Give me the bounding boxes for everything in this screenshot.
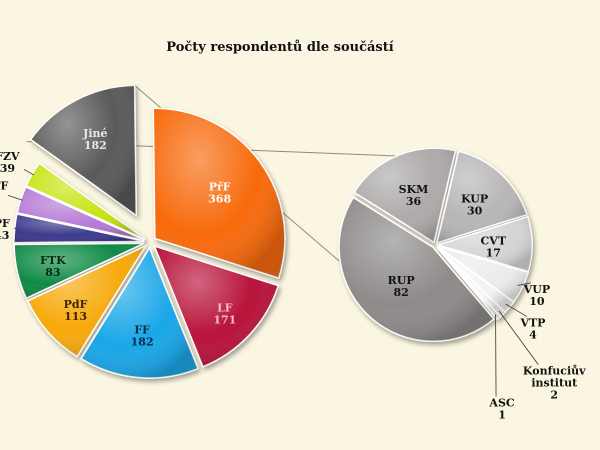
slice-shading [437, 246, 528, 302]
slice-shading [17, 186, 145, 241]
slice-shading [437, 246, 514, 313]
data-label-vtp: VTP 4 [519, 317, 545, 342]
slice-shading [14, 214, 145, 243]
slice-shading [354, 148, 456, 243]
data-label-kup: KUP 30 [461, 192, 488, 217]
leader-line-vtp [505, 303, 528, 317]
data-label-cmtf: CMTF41 [0, 179, 9, 204]
slice-shading [14, 243, 145, 299]
slice-shading [339, 197, 494, 342]
data-label-pf: PF43 [0, 217, 10, 242]
slice-shading [30, 85, 137, 216]
data-label-skm: SKM 36 [399, 183, 429, 208]
slice-shading [26, 163, 145, 240]
chart-title: Počty respondentů dle součástí [166, 40, 394, 55]
data-label-asc: ASC 1 [488, 396, 514, 421]
data-label-jine: Jiné 182 [82, 127, 107, 152]
data-label-rup: RUP 82 [388, 274, 415, 299]
data-label-pdf: PdF 113 [64, 298, 88, 323]
data-label-ff: FF 182 [131, 323, 154, 348]
main-pie [13, 84, 286, 379]
secondary-pie [338, 147, 533, 343]
slice-shading [437, 247, 505, 317]
leader-line-fzv [23, 168, 35, 176]
data-label-konfuciuv-institut: Konfuciův institut 2 [523, 365, 586, 402]
slice-shading [436, 247, 501, 320]
data-label-vup: VUP 10 [523, 283, 550, 308]
slice-shading [81, 247, 198, 378]
data-label-prf: PřF 368 [208, 181, 231, 206]
slice-shading [437, 151, 527, 243]
slice-shading [153, 108, 285, 279]
leader-line-vup [517, 282, 532, 286]
slice-shading [27, 245, 146, 357]
data-label-lf: LF 171 [213, 302, 236, 327]
leader-line-konfuciuv-institut [498, 310, 539, 365]
data-label-ftk: FTK 83 [40, 254, 66, 279]
slice-shading [154, 246, 279, 367]
data-label-cvt: CVT 17 [481, 234, 507, 259]
leader-line-cmtf [7, 194, 23, 201]
slice-shading [437, 216, 532, 272]
